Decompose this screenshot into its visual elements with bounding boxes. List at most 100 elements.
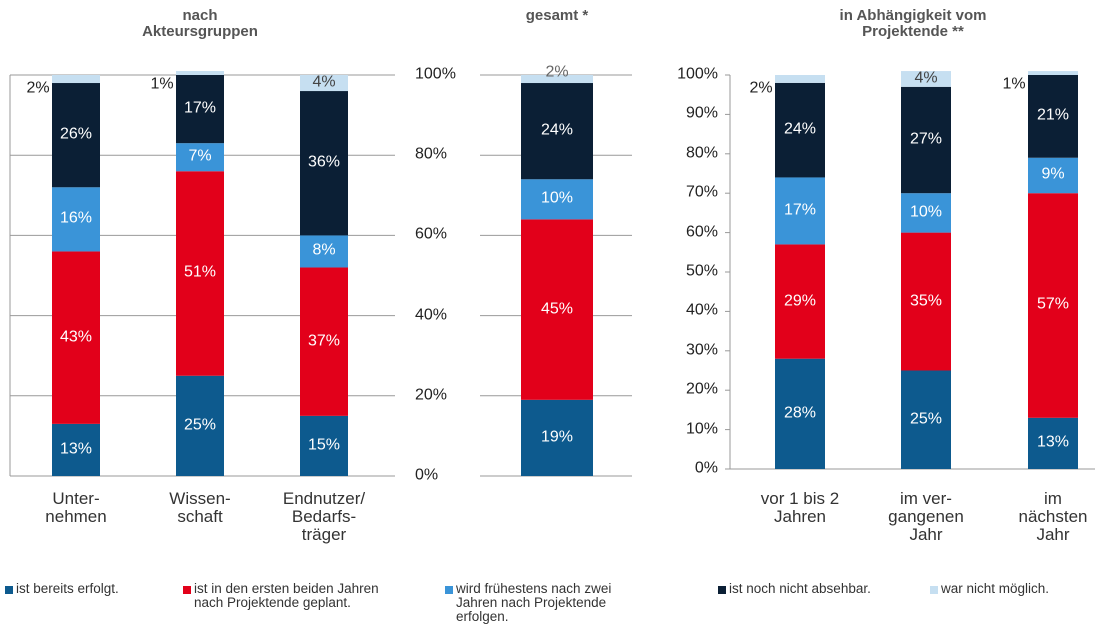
bar-segment [521,75,593,84]
y-tick-label: 60% [415,225,448,243]
value-label: 43% [59,328,93,346]
bar-segment [300,235,348,268]
x-tick-label: Endnutzer/ Bedarfs- träger [282,489,366,544]
bar-segment [300,91,348,236]
bar-segment [52,75,100,84]
bar-segment [521,83,593,180]
y-tick-label: 0% [694,459,718,477]
legend-swatch [445,586,453,594]
bar-segment [775,177,825,245]
value-label: 57% [1036,296,1070,314]
bar-segment [52,187,100,252]
legend-swatch [718,586,726,594]
y-tick-label: 0% [415,466,439,484]
y-tick-label: 40% [415,306,448,324]
bar-segment [176,143,224,172]
value-label: 10% [540,189,574,207]
legend-label: ist noch nicht absehbar. [729,581,871,596]
y-tick-label: 30% [685,341,718,359]
value-label: 28% [783,404,817,422]
value-label: 29% [783,292,817,310]
bar-segment [176,75,224,144]
y-tick-label: 50% [685,262,718,280]
y-tick-label: 100% [677,65,718,83]
legend-label: wird frühestens nach zwei Jahren nach Pr… [456,581,612,625]
legend-swatch [930,586,938,594]
bar-segment [1028,71,1078,75]
bar-segment [775,358,825,469]
bar-segment [176,375,224,476]
x-tick-label: im nächsten Jahr [1018,489,1088,544]
x-tick-label: im ver- gangenen Jahr [888,489,964,544]
bar-segment [52,251,100,424]
y-tick-label: 80% [685,144,718,162]
value-label: 2% [26,79,50,97]
bar-segment [300,75,348,92]
legend-swatch [183,586,191,594]
value-label: 27% [909,130,943,148]
y-tick-label: 10% [685,420,718,438]
bar-segment [775,75,825,83]
value-label: 13% [59,440,93,458]
bar-segment [176,171,224,376]
value-label: 25% [183,416,217,434]
y-tick-label: 90% [685,104,718,122]
bar-segment [300,415,348,476]
legend-label: war nicht möglich. [941,581,1050,596]
bar-segment [1028,193,1078,418]
y-tick-label: 20% [685,380,718,398]
value-label: 45% [540,300,574,318]
bar-segment [901,193,951,233]
value-label: 7% [188,147,212,165]
value-label: 4% [312,73,336,91]
bar-segment [52,83,100,188]
value-label: 2% [749,79,773,97]
bar-segment [901,232,951,371]
y-tick-label: 80% [415,145,448,163]
bar-segment [52,423,100,476]
value-label: 35% [909,292,943,310]
bar-segment [901,86,951,194]
value-label: 1% [150,75,174,93]
y-tick-label: 40% [685,301,718,319]
x-tick-label: Wissen- schaft [169,489,231,526]
y-tick-label: 100% [415,65,456,83]
value-label: 2% [545,63,569,81]
value-label: 24% [540,121,574,139]
value-label: 24% [783,120,817,138]
value-label: 36% [307,153,341,171]
value-label: 51% [183,264,217,282]
legend-swatch [5,586,13,594]
bar-segment [176,70,224,75]
bar-segment [521,219,593,400]
x-tick-label: vor 1 bis 2 Jahren [760,489,840,526]
value-label: 13% [1036,433,1070,451]
bar-segment [901,370,951,469]
bar-segment [775,82,825,178]
value-label: 15% [307,436,341,454]
bar-segment [1028,417,1078,469]
value-label: 37% [307,332,341,350]
value-label: 21% [1036,106,1070,124]
value-label: 8% [312,242,336,260]
value-label: 25% [909,410,943,428]
bar-segment [300,267,348,416]
bar-segment [1028,157,1078,194]
y-tick-label: 20% [415,386,448,404]
value-label: 17% [783,201,817,219]
value-label: 4% [914,69,938,87]
bar-segment [775,244,825,359]
y-tick-label: 60% [685,223,718,241]
value-label: 16% [59,209,93,227]
y-tick-label: 70% [685,183,718,201]
chart-title: in Abhängigkeit vom Projektende ** [839,7,987,40]
value-label: 26% [59,125,93,143]
chart-title: nach Akteursgruppen [142,7,258,40]
bar-segment [521,399,593,476]
bar-segment [521,179,593,220]
x-tick-label: Unter- nehmen [45,489,107,526]
value-label: 10% [909,203,943,221]
value-label: 19% [540,428,574,446]
